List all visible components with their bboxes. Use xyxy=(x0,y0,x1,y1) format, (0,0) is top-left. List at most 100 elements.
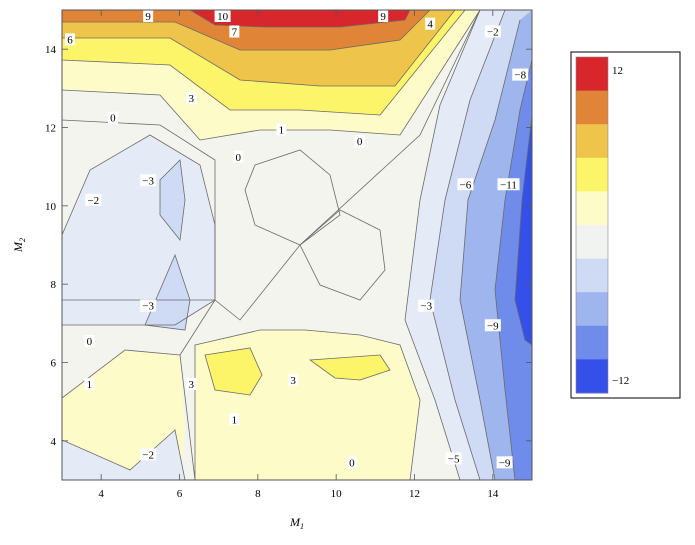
legend-swatches xyxy=(575,56,609,394)
contour-label: 10 xyxy=(214,10,231,23)
contour-line xyxy=(459,19,521,480)
legend-bar-frame xyxy=(575,56,609,394)
legend-swatch xyxy=(576,57,608,92)
region-left-minus-three-lower xyxy=(145,255,190,330)
x-tick-label: 14 xyxy=(487,488,499,500)
contour-label-text: −9 xyxy=(499,457,511,469)
contour-label: 1 xyxy=(276,123,287,136)
contour-label: 3 xyxy=(186,92,197,105)
contour-line xyxy=(514,114,532,346)
contour-label: 9 xyxy=(143,10,154,23)
legend-swatch xyxy=(576,157,608,192)
contour-label-text: −3 xyxy=(142,175,154,187)
contour-label-bg xyxy=(418,299,435,312)
contour-label-text: −2 xyxy=(142,450,154,462)
contour-label-bg xyxy=(346,456,357,469)
y-tick-label: 12 xyxy=(45,123,56,135)
contour-label-bg xyxy=(140,174,157,187)
legend: 12 −12 xyxy=(570,51,681,399)
contour-label-bg xyxy=(84,378,95,390)
contour-line xyxy=(62,134,216,326)
contour-label: 0 xyxy=(107,111,118,125)
contour-label-text: 1 xyxy=(279,124,285,136)
contour-label: −2 xyxy=(85,193,102,207)
contour-label: 4 xyxy=(425,17,436,31)
contour-label: −3 xyxy=(418,299,435,313)
region-lower-center-three xyxy=(205,348,262,395)
legend-top-label: 12 xyxy=(612,65,623,77)
legend-swatch xyxy=(576,191,608,226)
x-axis-label: M1 xyxy=(289,515,304,531)
contour-label-bg xyxy=(140,299,157,312)
contour-line xyxy=(159,159,186,241)
contour-label-text: 10 xyxy=(217,11,229,23)
contour-lines xyxy=(62,10,532,480)
region-left-negative-lower xyxy=(62,430,185,480)
contour-line xyxy=(62,10,481,321)
contour-line xyxy=(429,10,506,480)
region-upper-positive-9 xyxy=(190,10,410,27)
contour-label-text: 0 xyxy=(236,152,242,164)
contour-label-bg xyxy=(229,413,240,426)
contour-label-bg xyxy=(233,150,244,163)
contour-label-bg xyxy=(186,378,197,390)
contour-label: −2 xyxy=(484,25,501,39)
region-right-minus-eleven xyxy=(515,115,532,345)
x-tick-label: 6 xyxy=(177,488,183,500)
legend-swatch xyxy=(576,225,608,260)
y-tick-label: 4 xyxy=(51,436,57,448)
contour-label-text: −11 xyxy=(500,179,517,191)
contour-label: −3 xyxy=(140,299,157,313)
contour-label-bg xyxy=(484,319,501,332)
contour-line xyxy=(194,329,421,480)
contour-label-bg xyxy=(107,111,118,124)
legend-swatch xyxy=(576,359,608,394)
contour-label-bg xyxy=(65,33,75,46)
contour-label: 9 xyxy=(378,10,389,23)
contour-label-bg xyxy=(84,334,95,347)
legend-swatch xyxy=(576,90,608,125)
y-tick-label: 6 xyxy=(51,358,57,370)
contour-label: 1 xyxy=(229,413,240,426)
contour-line xyxy=(299,209,386,301)
legend-swatch xyxy=(576,292,608,327)
contour-label: 7 xyxy=(229,25,240,39)
legend-swatch xyxy=(576,258,608,293)
x-tick-label: 12 xyxy=(409,488,420,500)
contour-label: −2 xyxy=(140,448,157,462)
contour-label-bg xyxy=(497,178,520,191)
contour-label: 3 xyxy=(186,378,197,391)
region-left-minus-three-upper xyxy=(160,160,185,240)
contour-label-text: 9 xyxy=(380,11,386,23)
region-right-minus-eight xyxy=(495,60,532,480)
legend-swatch xyxy=(576,325,608,360)
contour-label-text: 3 xyxy=(189,93,195,105)
contour-label: 3 xyxy=(288,374,299,387)
contour-label: 0 xyxy=(354,135,365,148)
contour-label: −9 xyxy=(496,456,513,469)
contour-label: −5 xyxy=(445,452,462,465)
contour-line xyxy=(308,354,391,381)
contour-line xyxy=(189,10,411,28)
contour-label: 0 xyxy=(233,150,244,164)
contour-label-bg xyxy=(143,10,154,22)
contour-line xyxy=(244,149,341,246)
contour-line xyxy=(62,10,431,51)
contour-label-text: 1 xyxy=(232,414,238,426)
contour-line xyxy=(62,10,466,116)
contour-label: −11 xyxy=(497,178,520,191)
contour-label-bg xyxy=(496,456,513,469)
legend-swatch xyxy=(576,124,608,159)
contour-label: 0 xyxy=(346,456,357,469)
contour-label-text: 1 xyxy=(87,379,93,391)
x-axis: 4 6 8 10 12 14 xyxy=(98,10,499,500)
contour-label-text: −2 xyxy=(487,27,499,39)
contour-line xyxy=(62,10,481,141)
contour-label-text: 0 xyxy=(357,136,363,148)
contour-label-text: 0 xyxy=(87,336,93,348)
contour-line xyxy=(62,10,456,87)
x-tick-label: 10 xyxy=(331,488,343,500)
contour-label-bg xyxy=(276,123,287,136)
